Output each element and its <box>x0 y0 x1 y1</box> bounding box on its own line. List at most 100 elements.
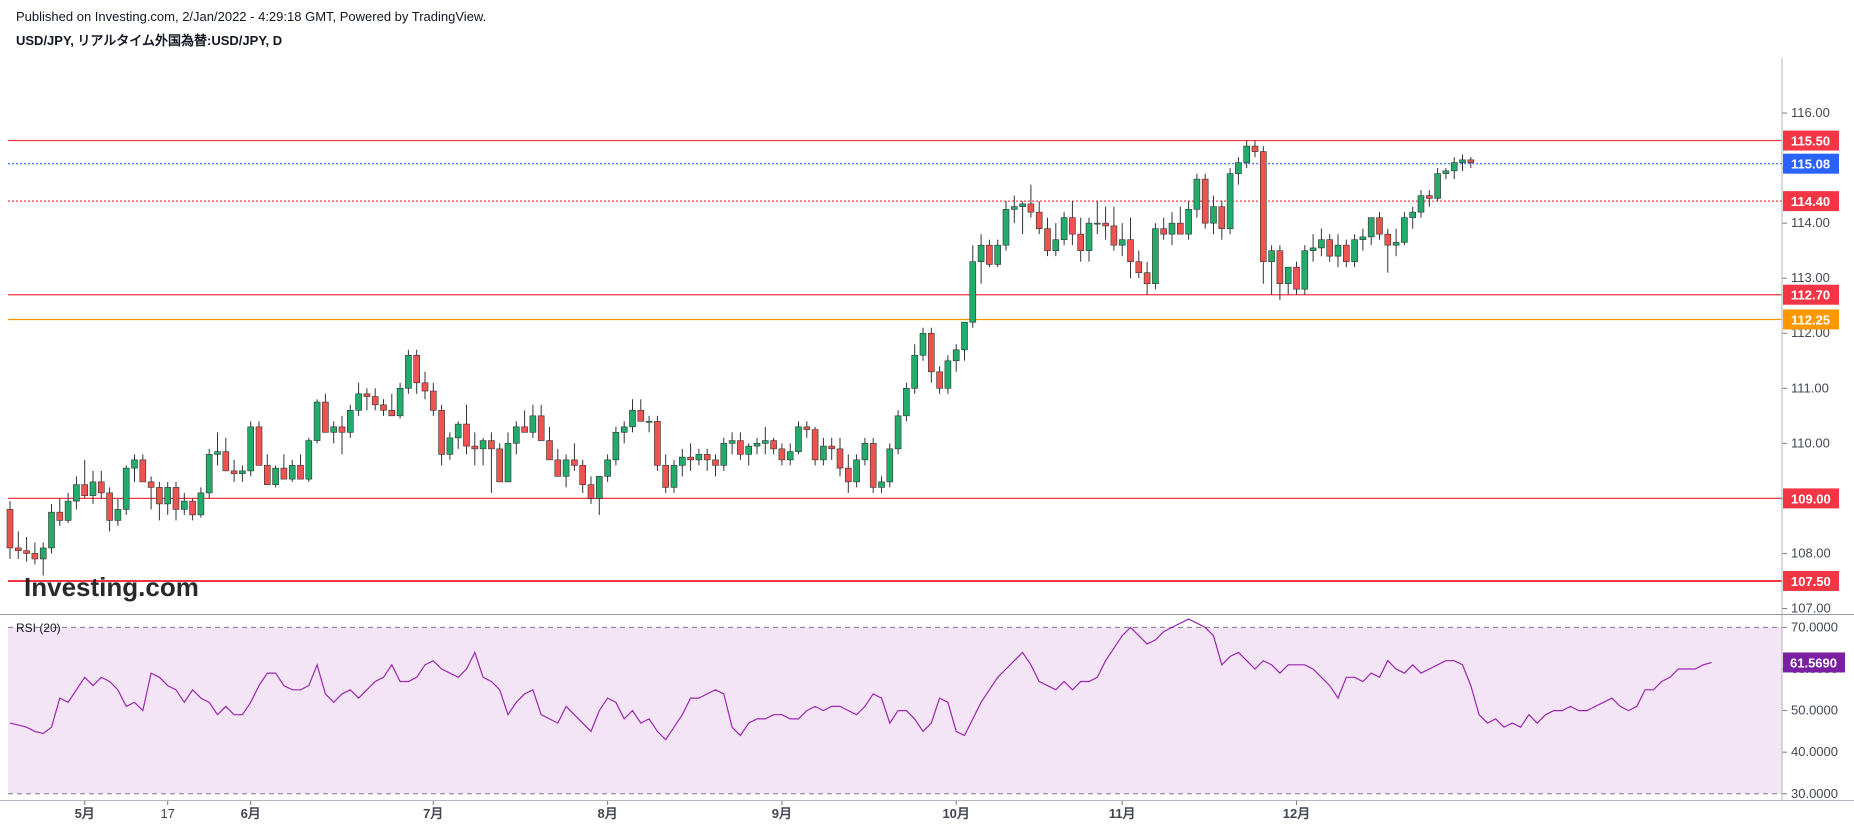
candle[interactable] <box>1401 212 1408 246</box>
candle[interactable] <box>405 349 412 394</box>
candle[interactable] <box>247 421 254 477</box>
candle[interactable] <box>1218 201 1226 240</box>
candle[interactable] <box>1417 190 1425 218</box>
candle[interactable] <box>986 239 993 268</box>
candle[interactable] <box>728 432 736 455</box>
candle[interactable] <box>1135 250 1143 279</box>
candle[interactable] <box>1077 217 1084 262</box>
candle[interactable] <box>595 476 603 515</box>
candle[interactable] <box>1442 168 1450 180</box>
candle[interactable] <box>263 454 271 485</box>
candle[interactable] <box>512 421 520 455</box>
candle[interactable] <box>396 382 404 419</box>
candle[interactable] <box>488 432 495 493</box>
candle[interactable] <box>73 476 80 510</box>
candle[interactable] <box>106 487 113 532</box>
candle[interactable] <box>554 448 562 477</box>
candle[interactable] <box>537 404 545 441</box>
candle[interactable] <box>836 437 844 477</box>
candle[interactable] <box>1226 168 1234 235</box>
candle[interactable] <box>529 404 537 438</box>
candle[interactable] <box>197 487 205 518</box>
candle[interactable] <box>604 454 611 482</box>
candle[interactable] <box>521 410 528 433</box>
candle[interactable] <box>903 382 910 422</box>
candle[interactable] <box>778 443 786 466</box>
candle[interactable] <box>181 492 188 515</box>
candle[interactable] <box>869 437 877 493</box>
candle[interactable] <box>446 432 454 460</box>
rsi-pane[interactable]: RSI (20)70.000060.000050.000040.000030.0… <box>8 618 1845 801</box>
candle[interactable] <box>761 426 769 455</box>
candle[interactable] <box>1019 201 1026 235</box>
candle[interactable] <box>230 459 238 482</box>
candle[interactable] <box>355 382 362 416</box>
candle[interactable] <box>1027 184 1035 218</box>
candle[interactable] <box>305 437 313 482</box>
candle[interactable] <box>23 536 30 562</box>
candle[interactable] <box>1035 201 1043 235</box>
candle[interactable] <box>429 382 437 416</box>
candle[interactable] <box>620 421 628 444</box>
candle[interactable] <box>1434 168 1441 202</box>
candle[interactable] <box>56 498 64 526</box>
candle[interactable] <box>579 459 587 493</box>
candle[interactable] <box>6 501 14 559</box>
candle[interactable] <box>1160 217 1167 240</box>
candle[interactable] <box>770 437 777 455</box>
candle[interactable] <box>504 432 512 483</box>
candle[interactable] <box>272 465 279 488</box>
candle[interactable] <box>1102 206 1109 240</box>
candle[interactable] <box>131 454 138 482</box>
candle[interactable] <box>1384 228 1392 273</box>
candle[interactable] <box>31 542 39 565</box>
candle[interactable] <box>479 437 487 466</box>
candle[interactable] <box>894 410 902 455</box>
candle[interactable] <box>438 404 445 466</box>
candle[interactable] <box>952 344 960 372</box>
candle[interactable] <box>844 454 852 493</box>
candle[interactable] <box>313 399 321 444</box>
candle[interactable] <box>255 421 263 466</box>
candle[interactable] <box>1301 245 1309 295</box>
candle[interactable] <box>795 421 802 455</box>
candle[interactable] <box>380 399 387 416</box>
candle[interactable] <box>496 443 504 483</box>
candle[interactable] <box>1085 217 1093 262</box>
candle[interactable] <box>388 393 396 417</box>
candle[interactable] <box>786 443 794 466</box>
candle[interactable] <box>98 470 105 499</box>
candle[interactable] <box>1243 140 1250 169</box>
candle[interactable] <box>1284 266 1292 295</box>
candle[interactable] <box>1127 217 1134 279</box>
candle[interactable] <box>853 454 860 488</box>
candle[interactable] <box>745 443 753 466</box>
candle[interactable] <box>463 404 470 455</box>
candle[interactable] <box>911 344 919 394</box>
candle[interactable] <box>1152 223 1159 290</box>
candle[interactable] <box>878 476 885 493</box>
rsi-line[interactable] <box>9 618 1712 741</box>
candle[interactable] <box>562 454 570 488</box>
candle[interactable] <box>164 481 171 515</box>
candle[interactable] <box>1235 157 1242 185</box>
candle[interactable] <box>587 476 595 504</box>
candle[interactable] <box>454 421 462 449</box>
candle[interactable] <box>1201 173 1209 229</box>
candle[interactable] <box>670 459 678 493</box>
candle[interactable] <box>637 399 645 422</box>
candle[interactable] <box>662 454 670 493</box>
candle[interactable] <box>205 448 213 499</box>
candle[interactable] <box>1459 154 1466 171</box>
candle[interactable] <box>48 503 55 554</box>
candle[interactable] <box>330 421 338 444</box>
candle[interactable] <box>39 542 47 576</box>
candle[interactable] <box>1185 201 1192 240</box>
candle[interactable] <box>1177 206 1184 235</box>
candle[interactable] <box>222 437 230 472</box>
candle[interactable] <box>645 415 653 433</box>
candle[interactable] <box>994 239 1002 268</box>
candle[interactable] <box>1002 201 1010 251</box>
candle[interactable] <box>1276 245 1284 301</box>
candle[interactable] <box>678 448 686 477</box>
